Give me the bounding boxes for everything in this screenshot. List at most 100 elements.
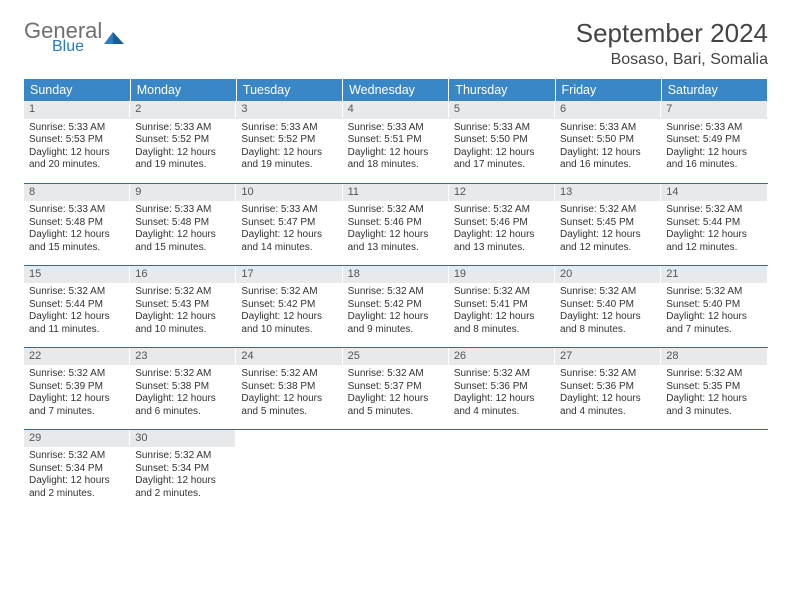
day-body: Sunrise: 5:32 AMSunset: 5:41 PMDaylight:… — [449, 283, 555, 341]
calendar-cell: 25Sunrise: 5:32 AMSunset: 5:37 PMDayligh… — [343, 347, 449, 429]
day-number: 21 — [661, 266, 767, 284]
day-body: Sunrise: 5:32 AMSunset: 5:42 PMDaylight:… — [236, 283, 342, 341]
calendar-cell: 29Sunrise: 5:32 AMSunset: 5:34 PMDayligh… — [24, 429, 130, 511]
sunrise-text: Sunrise: 5:33 AM — [560, 122, 656, 135]
daylight-line1: Daylight: 12 hours — [454, 147, 550, 160]
sunrise-text: Sunrise: 5:33 AM — [348, 122, 444, 135]
day-number: 15 — [24, 266, 130, 284]
day-body: Sunrise: 5:32 AMSunset: 5:46 PMDaylight:… — [343, 201, 449, 259]
calendar-cell: 27Sunrise: 5:32 AMSunset: 5:36 PMDayligh… — [555, 347, 661, 429]
sunrise-text: Sunrise: 5:32 AM — [241, 368, 337, 381]
day-body: Sunrise: 5:33 AMSunset: 5:51 PMDaylight:… — [343, 119, 449, 177]
sunset-text: Sunset: 5:52 PM — [135, 134, 231, 147]
daylight-line1: Daylight: 12 hours — [348, 311, 444, 324]
daylight-line1: Daylight: 12 hours — [135, 229, 231, 242]
daylight-line1: Daylight: 12 hours — [348, 393, 444, 406]
sunrise-text: Sunrise: 5:32 AM — [29, 450, 125, 463]
day-body: Sunrise: 5:32 AMSunset: 5:36 PMDaylight:… — [555, 365, 661, 423]
sunrise-text: Sunrise: 5:32 AM — [241, 286, 337, 299]
day-number: 27 — [555, 348, 661, 366]
day-number: 13 — [555, 184, 661, 202]
sunrise-text: Sunrise: 5:32 AM — [666, 204, 762, 217]
daylight-line1: Daylight: 12 hours — [29, 475, 125, 488]
calendar-cell: 19Sunrise: 5:32 AMSunset: 5:41 PMDayligh… — [449, 265, 555, 347]
daylight-line1: Daylight: 12 hours — [135, 393, 231, 406]
day-body: Sunrise: 5:32 AMSunset: 5:42 PMDaylight:… — [343, 283, 449, 341]
daylight-line2: and 12 minutes. — [560, 242, 656, 255]
daylight-line2: and 17 minutes. — [454, 159, 550, 172]
daylight-line1: Daylight: 12 hours — [666, 229, 762, 242]
calendar-cell: 26Sunrise: 5:32 AMSunset: 5:36 PMDayligh… — [449, 347, 555, 429]
sunset-text: Sunset: 5:50 PM — [454, 134, 550, 147]
sunset-text: Sunset: 5:53 PM — [29, 134, 125, 147]
day-body: Sunrise: 5:33 AMSunset: 5:52 PMDaylight:… — [130, 119, 236, 177]
day-body: Sunrise: 5:32 AMSunset: 5:38 PMDaylight:… — [130, 365, 236, 423]
calendar-row: 29Sunrise: 5:32 AMSunset: 5:34 PMDayligh… — [24, 429, 768, 511]
logo-mark-icon — [104, 24, 124, 38]
daylight-line2: and 4 minutes. — [454, 406, 550, 419]
sunset-text: Sunset: 5:40 PM — [666, 299, 762, 312]
weekday-header: Friday — [555, 79, 661, 101]
daylight-line1: Daylight: 12 hours — [29, 311, 125, 324]
calendar-cell: 10Sunrise: 5:33 AMSunset: 5:47 PMDayligh… — [236, 183, 342, 265]
calendar-cell: 2Sunrise: 5:33 AMSunset: 5:52 PMDaylight… — [130, 101, 236, 183]
sunset-text: Sunset: 5:48 PM — [29, 217, 125, 230]
daylight-line2: and 5 minutes. — [241, 406, 337, 419]
daylight-line2: and 19 minutes. — [241, 159, 337, 172]
daylight-line1: Daylight: 12 hours — [29, 393, 125, 406]
daylight-line1: Daylight: 12 hours — [29, 229, 125, 242]
title-block: September 2024 Bosaso, Bari, Somalia — [576, 18, 768, 69]
calendar-cell — [449, 429, 555, 511]
calendar-cell: 24Sunrise: 5:32 AMSunset: 5:38 PMDayligh… — [236, 347, 342, 429]
daylight-line1: Daylight: 12 hours — [560, 147, 656, 160]
day-number: 28 — [661, 348, 767, 366]
calendar-cell: 17Sunrise: 5:32 AMSunset: 5:42 PMDayligh… — [236, 265, 342, 347]
calendar-cell: 23Sunrise: 5:32 AMSunset: 5:38 PMDayligh… — [130, 347, 236, 429]
sunset-text: Sunset: 5:47 PM — [241, 217, 337, 230]
daylight-line1: Daylight: 12 hours — [560, 229, 656, 242]
daylight-line1: Daylight: 12 hours — [241, 229, 337, 242]
day-number: 4 — [343, 101, 449, 119]
sunset-text: Sunset: 5:37 PM — [348, 381, 444, 394]
sunrise-text: Sunrise: 5:32 AM — [560, 286, 656, 299]
sunrise-text: Sunrise: 5:33 AM — [135, 204, 231, 217]
day-number: 3 — [236, 101, 342, 119]
daylight-line1: Daylight: 12 hours — [348, 147, 444, 160]
sunset-text: Sunset: 5:48 PM — [135, 217, 231, 230]
sunrise-text: Sunrise: 5:32 AM — [560, 204, 656, 217]
sunset-text: Sunset: 5:42 PM — [241, 299, 337, 312]
calendar-cell — [236, 429, 342, 511]
header: General Blue September 2024 Bosaso, Bari… — [24, 18, 768, 69]
location-text: Bosaso, Bari, Somalia — [576, 51, 768, 69]
calendar-cell: 14 Sunrise: 5:32 AMSunset: 5:44 PMDayligh… — [661, 183, 767, 265]
logo: General Blue — [24, 18, 124, 56]
sunrise-text: Sunrise: 5:32 AM — [560, 368, 656, 381]
calendar-cell: 8Sunrise: 5:33 AMSunset: 5:48 PMDaylight… — [24, 183, 130, 265]
day-number: 14 — [661, 184, 767, 202]
calendar-cell: 18Sunrise: 5:32 AMSunset: 5:42 PMDayligh… — [343, 265, 449, 347]
daylight-line1: Daylight: 12 hours — [454, 311, 550, 324]
daylight-line2: and 8 minutes. — [454, 324, 550, 337]
sunset-text: Sunset: 5:51 PM — [348, 134, 444, 147]
sunset-text: Sunset: 5:34 PM — [29, 463, 125, 476]
daylight-line1: Daylight: 12 hours — [666, 147, 762, 160]
sunrise-text: Sunrise: 5:33 AM — [135, 122, 231, 135]
sunrise-text: Sunrise: 5:32 AM — [29, 368, 125, 381]
sunset-text: Sunset: 5:40 PM — [560, 299, 656, 312]
day-body: Sunrise: 5:32 AMSunset: 5:34 PMDaylight:… — [24, 447, 130, 505]
sunset-text: Sunset: 5:44 PM — [666, 217, 762, 230]
day-number: 17 — [236, 266, 342, 284]
sunrise-text: Sunrise: 5:33 AM — [666, 122, 762, 135]
sunrise-text: Sunrise: 5:33 AM — [29, 204, 125, 217]
day-body: Sunrise: 5:33 AMSunset: 5:50 PMDaylight:… — [555, 119, 661, 177]
weekday-header: Tuesday — [236, 79, 342, 101]
calendar-row: 1Sunrise: 5:33 AMSunset: 5:53 PMDaylight… — [24, 101, 768, 183]
day-body: Sunrise: 5:32 AMSunset: 5:38 PMDaylight:… — [236, 365, 342, 423]
sunset-text: Sunset: 5:46 PM — [348, 217, 444, 230]
sunset-text: Sunset: 5:35 PM — [666, 381, 762, 394]
sunrise-text: Sunrise: 5:33 AM — [241, 122, 337, 135]
sunset-text: Sunset: 5:46 PM — [454, 217, 550, 230]
calendar-cell: 4Sunrise: 5:33 AMSunset: 5:51 PMDaylight… — [343, 101, 449, 183]
calendar-row: 15Sunrise: 5:32 AMSunset: 5:44 PMDayligh… — [24, 265, 768, 347]
calendar-cell — [555, 429, 661, 511]
